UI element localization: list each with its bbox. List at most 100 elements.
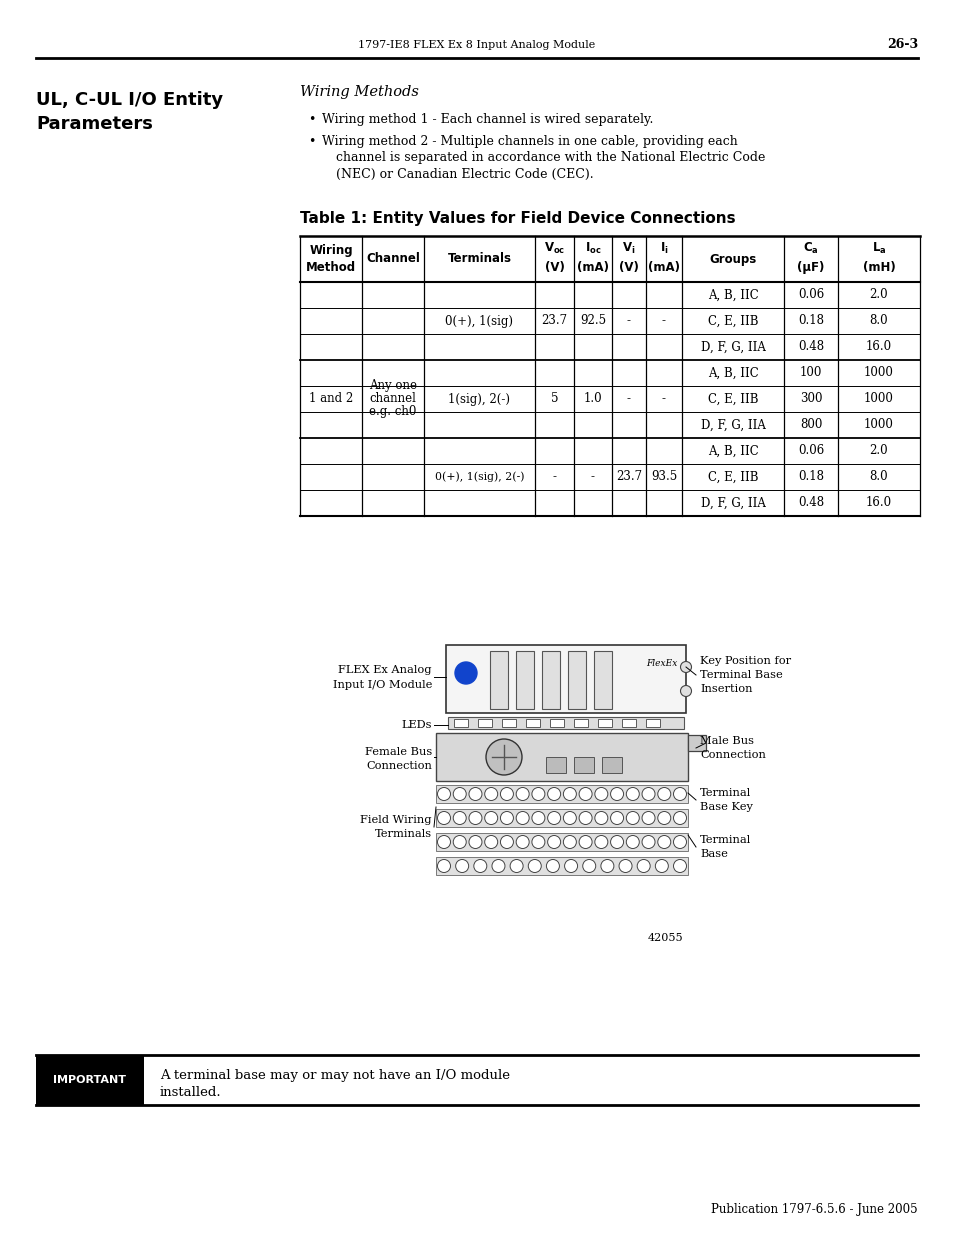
Circle shape [437, 860, 450, 872]
Circle shape [679, 685, 691, 697]
Text: Channel: Channel [366, 252, 419, 266]
Bar [446, 645, 685, 713]
Text: C, E, IIB: C, E, IIB [707, 315, 758, 327]
Text: 800: 800 [799, 419, 821, 431]
Text: Wiring method 1 - Each channel is wired separately.: Wiring method 1 - Each channel is wired … [322, 114, 653, 126]
Circle shape [673, 860, 686, 872]
Text: 0(+), 1(sig), 2(-): 0(+), 1(sig), 2(-) [435, 472, 524, 483]
Text: $\mathbf{I_i}$: $\mathbf{I_i}$ [659, 241, 668, 257]
Circle shape [641, 836, 655, 848]
Circle shape [547, 811, 560, 825]
Text: •: • [308, 114, 315, 126]
Bar [598, 719, 612, 727]
Text: Method: Method [306, 261, 355, 274]
Text: Base Key: Base Key [700, 802, 752, 811]
Text: Wiring method 2 - Multiple channels in one cable, providing each: Wiring method 2 - Multiple channels in o… [322, 136, 737, 148]
Text: 8.0: 8.0 [869, 471, 887, 483]
Text: C, E, IIB: C, E, IIB [707, 471, 758, 483]
Text: -: - [626, 315, 630, 327]
Bar [477, 719, 492, 727]
Text: channel is separated in accordance with the National Electric Code: channel is separated in accordance with … [335, 152, 764, 164]
Text: $\mathbf{I_{oc}}$: $\mathbf{I_{oc}}$ [584, 241, 600, 257]
Circle shape [484, 788, 497, 800]
Circle shape [453, 836, 466, 848]
Text: C, E, IIB: C, E, IIB [707, 393, 758, 405]
Circle shape [456, 860, 468, 872]
Text: A terminal base may or may not have an I/O module: A terminal base may or may not have an I… [160, 1068, 510, 1082]
Bar [545, 757, 565, 773]
Circle shape [578, 788, 592, 800]
Circle shape [625, 811, 639, 825]
Text: (μF): (μF) [797, 261, 823, 274]
Text: 2.0: 2.0 [869, 289, 887, 301]
Circle shape [641, 811, 655, 825]
Circle shape [437, 836, 450, 848]
Bar [550, 719, 563, 727]
Circle shape [657, 811, 670, 825]
Bar [436, 857, 687, 876]
Bar [436, 785, 687, 803]
Text: 93.5: 93.5 [650, 471, 677, 483]
Text: UL, C-UL I/O Entity: UL, C-UL I/O Entity [36, 91, 223, 109]
Text: 2.0: 2.0 [869, 445, 887, 457]
Circle shape [595, 836, 607, 848]
Circle shape [516, 811, 529, 825]
Text: FLEX Ex Analog: FLEX Ex Analog [338, 664, 432, 676]
Text: Field Wiring: Field Wiring [360, 815, 432, 825]
Text: Table 1: Entity Values for Field Device Connections: Table 1: Entity Values for Field Device … [299, 210, 735, 226]
Circle shape [641, 788, 655, 800]
Circle shape [610, 811, 623, 825]
Circle shape [469, 788, 481, 800]
Text: 1.0: 1.0 [583, 393, 601, 405]
Text: Wiring Methods: Wiring Methods [299, 85, 418, 99]
Text: (mA): (mA) [577, 261, 608, 274]
Text: 0.18: 0.18 [797, 315, 823, 327]
Circle shape [484, 836, 497, 848]
Circle shape [474, 860, 486, 872]
Text: 100: 100 [799, 367, 821, 379]
Text: D, F, G, IIA: D, F, G, IIA [700, 419, 764, 431]
Text: Female Bus: Female Bus [364, 747, 432, 757]
Text: 1(sig), 2(-): 1(sig), 2(-) [448, 393, 510, 405]
Circle shape [437, 811, 450, 825]
Text: A, B, IIC: A, B, IIC [707, 445, 758, 457]
Text: Terminals: Terminals [447, 252, 511, 266]
Text: (mA): (mA) [647, 261, 679, 274]
Text: e.g. ch0: e.g. ch0 [369, 405, 416, 419]
Text: 92.5: 92.5 [579, 315, 605, 327]
Bar [501, 719, 516, 727]
Text: channel: channel [369, 393, 416, 405]
Circle shape [673, 811, 686, 825]
Text: $\mathbf{L_a}$: $\mathbf{L_a}$ [871, 241, 885, 257]
Text: 8.0: 8.0 [869, 315, 887, 327]
Text: 16.0: 16.0 [865, 496, 891, 510]
Text: D, F, G, IIA: D, F, G, IIA [700, 496, 764, 510]
Bar [454, 719, 468, 727]
Circle shape [618, 860, 632, 872]
Bar [594, 651, 612, 709]
Circle shape [492, 860, 504, 872]
Text: Groups: Groups [709, 252, 756, 266]
Text: Terminal Base: Terminal Base [700, 671, 781, 680]
Bar [621, 719, 636, 727]
Bar [436, 809, 687, 827]
Text: -: - [661, 315, 665, 327]
Text: Base: Base [700, 848, 727, 860]
Text: Connection: Connection [700, 750, 765, 760]
Text: $\mathbf{V_i}$: $\mathbf{V_i}$ [621, 241, 635, 257]
Text: 0.06: 0.06 [797, 289, 823, 301]
Text: 0.48: 0.48 [797, 341, 823, 353]
Circle shape [610, 836, 623, 848]
Text: 5: 5 [550, 393, 558, 405]
Bar [448, 718, 683, 729]
Text: 1797-IE8 FLEX Ex 8 Input Analog Module: 1797-IE8 FLEX Ex 8 Input Analog Module [358, 40, 595, 49]
Circle shape [610, 788, 623, 800]
Bar [574, 719, 587, 727]
Circle shape [563, 788, 576, 800]
Text: -: - [590, 471, 595, 483]
Circle shape [595, 788, 607, 800]
Circle shape [563, 811, 576, 825]
Circle shape [595, 811, 607, 825]
Text: 0(+), 1(sig): 0(+), 1(sig) [445, 315, 513, 327]
Circle shape [679, 662, 691, 673]
